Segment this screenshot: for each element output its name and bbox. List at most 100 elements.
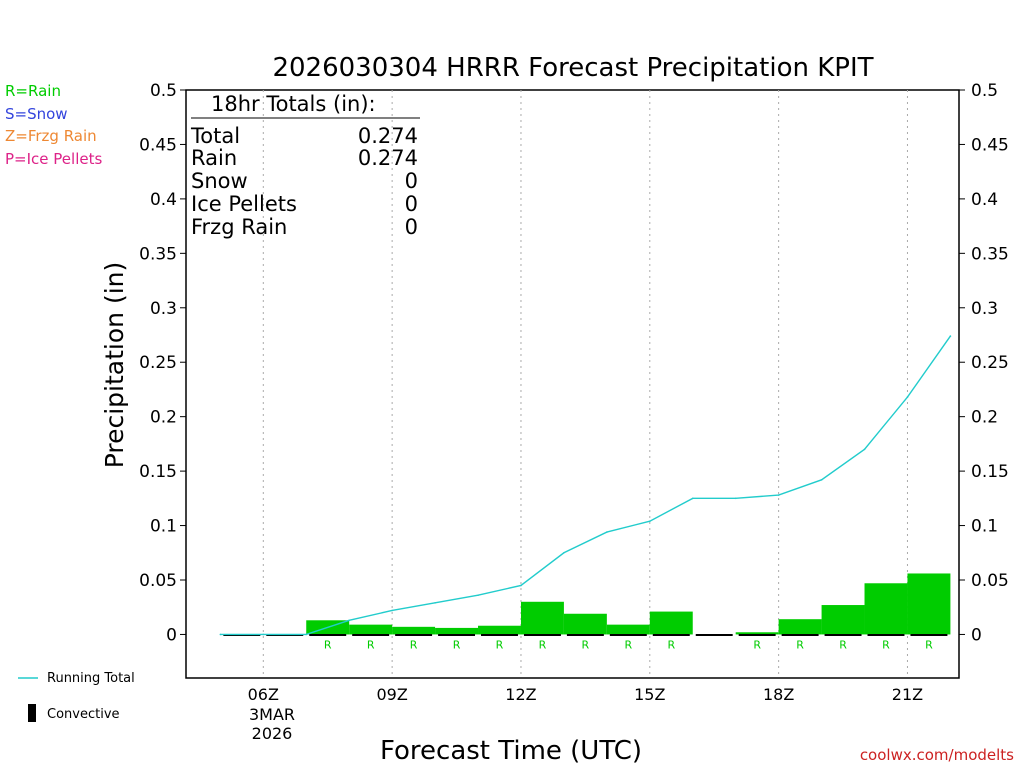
y-tick-label-left: 0.2 — [150, 408, 177, 428]
y-tick-label-right: 0.1 — [971, 517, 998, 537]
running-total-point — [434, 602, 436, 604]
legend-ice-pellets: P=Ice Pellets — [5, 150, 102, 168]
y-tick-label-left: 0 — [166, 625, 177, 645]
legend-frzg-rain: Z=Frzg Rain — [5, 127, 97, 145]
ptype-label: R — [367, 638, 375, 651]
precip-bar — [907, 573, 951, 635]
precip-bar — [435, 627, 479, 635]
ptype-label: R — [453, 638, 461, 651]
x-tick-label: 09Z — [376, 685, 407, 704]
y-axis-ticks: 0 00.05 0.050.1 0.10.15 0.150.2 0.20.25 0.250.… — [139, 81, 1009, 645]
precip-bar — [349, 624, 393, 635]
totals-value-rain: 0.274 — [358, 146, 418, 170]
y-tick-label-left: 0.15 — [139, 462, 177, 482]
ptype-label: R — [753, 638, 761, 651]
running-total-point — [906, 396, 909, 398]
date-year-label: 2026 — [252, 724, 293, 743]
running-total-point — [305, 633, 308, 636]
ptype-label: R — [882, 638, 890, 651]
y-axis-title: Precipitation (in) — [100, 262, 129, 469]
x-axis-title: Forecast Time (UTC) — [380, 736, 642, 766]
running-total-legend: Running Total — [47, 671, 135, 686]
precip-bar — [778, 619, 822, 635]
precip-bar — [649, 611, 693, 635]
legend-snow: S=Snow — [5, 105, 68, 123]
precip-bar — [563, 613, 607, 635]
totals-value-total: 0.274 — [358, 124, 418, 148]
running-total-point — [820, 479, 823, 481]
convective-swatch — [28, 704, 36, 722]
x-axis-ticks: 06Z 09Z 12Z 15Z 18Z 21Z — [248, 685, 924, 704]
date-day-label: 3MAR — [249, 705, 295, 724]
running-total-point — [477, 594, 479, 597]
ptype-label: R — [496, 638, 504, 651]
legend-rain: R=Rain — [5, 82, 61, 100]
running-total-polyline — [220, 335, 951, 636]
precip-bar — [520, 601, 564, 635]
hourly-precip-bars — [306, 573, 951, 635]
y-tick-label-right: 0.45 — [971, 135, 1009, 155]
y-tick-label-right: 0.3 — [971, 299, 998, 319]
ptype-label: R — [539, 638, 547, 651]
convective-legend: Convective — [47, 707, 120, 722]
ptype-label: R — [839, 638, 847, 651]
running-total-point — [520, 584, 522, 587]
y-tick-label-left: 0.4 — [150, 190, 177, 210]
credit-text: coolwx.com/modelts — [860, 746, 1014, 764]
y-tick-label-left: 0.25 — [139, 353, 177, 373]
precip-bar — [735, 632, 779, 635]
running-total-point — [219, 633, 222, 636]
y-tick-label-left: 0.45 — [139, 135, 177, 155]
ptype-label: R — [667, 638, 675, 651]
running-total-point — [734, 497, 737, 500]
totals-label-frzg: Frzg Rain — [191, 215, 287, 239]
plot-frame — [185, 89, 960, 679]
totals-box: 18hr Totals (in): Total 0.274 Rain 0.274… — [190, 92, 420, 239]
ptype-legend: R=Rain S=Snow Z=Frzg Rain P=Ice Pellets — [5, 82, 102, 168]
totals-label-rain: Rain — [191, 146, 237, 170]
running-total-point — [691, 497, 694, 500]
y-tick-label-right: 0.05 — [971, 571, 1009, 591]
running-total-line — [219, 335, 952, 636]
x-tick-label: 18Z — [763, 685, 794, 704]
ptype-label: R — [582, 638, 590, 651]
ptype-label: R — [324, 638, 332, 651]
x-tick-label: 21Z — [892, 685, 923, 704]
y-tick-label-left: 0.1 — [150, 517, 177, 537]
totals-value-ice: 0 — [405, 192, 418, 216]
precip-bar — [392, 626, 436, 635]
totals-value-snow: 0 — [405, 169, 418, 193]
x-tick-label: 06Z — [248, 685, 279, 704]
chart-title: 2026030304 HRRR Forecast Precipitation K… — [272, 53, 873, 83]
running-total-point — [949, 335, 952, 337]
precip-bar — [821, 605, 865, 635]
totals-value-frzg: 0 — [405, 215, 418, 239]
totals-label-total: Total — [190, 124, 240, 148]
vertical-gridlines — [262, 90, 908, 678]
y-tick-label-right: 0 — [971, 625, 982, 645]
y-tick-label-left: 0.05 — [139, 571, 177, 591]
running-total-point — [391, 609, 393, 612]
running-total-point — [649, 520, 651, 522]
totals-label-ice: Ice Pellets — [191, 192, 297, 216]
ptype-label: R — [925, 638, 933, 651]
running-total-point — [262, 633, 265, 636]
y-tick-label-right: 0.2 — [971, 408, 998, 428]
precip-bar — [606, 624, 650, 635]
y-tick-label-right: 0.5 — [971, 81, 998, 101]
y-tick-label-left: 0.3 — [150, 299, 177, 319]
y-tick-label-left: 0.35 — [139, 244, 177, 264]
x-tick-label: 12Z — [505, 685, 536, 704]
precip-bar — [478, 625, 521, 635]
running-total-point — [606, 531, 608, 533]
running-total-point — [348, 619, 350, 622]
y-tick-label-right: 0.4 — [971, 190, 998, 210]
ptype-label: R — [624, 638, 632, 651]
x-tick-label: 15Z — [634, 685, 665, 704]
precip-bar — [864, 583, 908, 635]
running-total-point — [777, 494, 780, 496]
y-tick-label-right: 0.25 — [971, 353, 1009, 373]
y-tick-label-right: 0.15 — [971, 462, 1009, 482]
